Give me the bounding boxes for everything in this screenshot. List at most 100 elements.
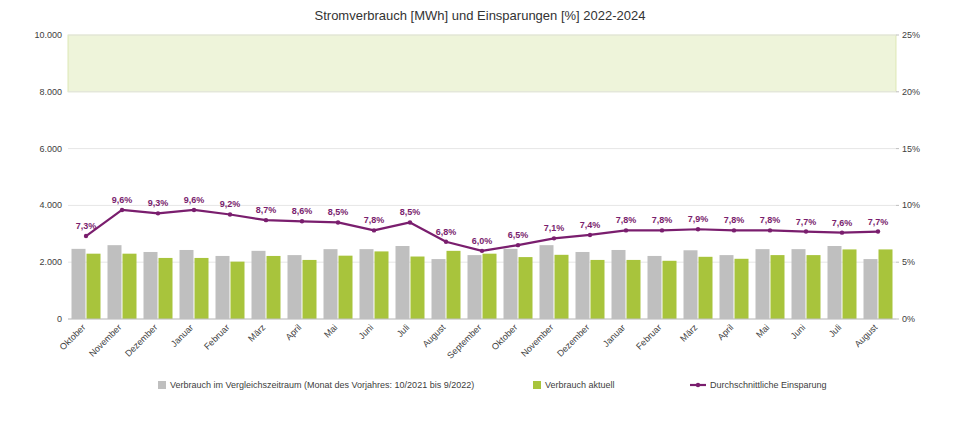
line-marker [444,240,448,244]
bar [411,257,425,319]
data-labels: 7,3%9,6%9,3%9,6%9,2%8,7%8,6%8,5%7,8%8,5%… [76,195,889,246]
x-tick-label: Dezember [555,322,591,358]
bar [591,260,605,319]
data-label: 7,3% [76,221,97,231]
bar [180,250,194,319]
y2-tick-label: 20% [902,87,920,97]
bar [87,254,101,319]
x-tick-label: August [421,322,448,349]
chart-container: Stromverbrauch [MWh] und Einsparungen [%… [0,0,960,426]
line-marker [84,234,88,238]
data-label: 9,2% [220,199,241,209]
x-tick-label: April [284,322,304,342]
data-label: 8,6% [292,206,313,216]
bar [684,250,698,319]
data-label: 8,7% [256,205,277,215]
bar [195,258,209,319]
x-tick-label: Dezember [123,322,159,358]
bar [879,249,893,319]
data-label: 7,1% [544,223,565,233]
x-tick-label: Januar [601,322,628,349]
bar [663,261,677,319]
bar [468,255,482,319]
data-label: 7,7% [796,217,817,227]
bar [648,256,662,319]
y2-tick-label: 10% [902,200,920,210]
bar [807,255,821,319]
bar [432,259,446,319]
data-label: 9,3% [148,198,169,208]
bar [828,246,842,319]
bar [735,259,749,319]
data-label: 9,6% [112,195,133,205]
grid-line [68,35,896,36]
y2-tick [896,319,899,320]
x-tick-label: Februar [202,322,231,351]
x-tick-label: Mai [322,322,339,339]
x-tick-label: März [678,322,700,344]
data-label: 6,0% [472,236,493,246]
x-tick-label: August [853,322,880,349]
x-tick-label: Mai [754,322,771,339]
data-label: 7,4% [580,220,601,230]
legend-marker [696,383,700,387]
target-band [68,35,896,92]
y2-tick-label: 0% [902,314,915,324]
grid-line [68,91,896,92]
bar [159,258,173,319]
bar [303,260,317,319]
bar [339,256,353,319]
legend-swatch [533,381,541,389]
y2-tick [896,35,899,36]
data-label: 8,5% [400,207,421,217]
bar [360,249,374,319]
data-label: 6,5% [508,230,529,240]
data-label: 7,8% [760,215,781,225]
line-marker [732,228,736,232]
chart-title: Stromverbrauch [MWh] und Einsparungen [%… [315,8,646,23]
line-marker [228,212,232,216]
x-tick-label: September [445,322,483,360]
y-tick-label: 6.000 [39,144,62,154]
bar [267,256,281,319]
y2-tick [896,262,899,263]
line-marker [588,233,592,237]
x-axis [68,319,896,320]
bar [504,249,518,319]
bar [555,255,569,319]
line-marker [840,230,844,234]
bar [756,249,770,319]
line-marker [804,229,808,233]
bar [612,250,626,319]
grid-line [68,148,896,149]
bar [771,255,785,319]
y2-tick-label: 15% [902,144,920,154]
x-tick-label: Juni [357,322,376,341]
x-tick-label: Juni [789,322,808,341]
y-tick-label: 0 [57,314,62,324]
bar [519,257,533,319]
line-marker [876,229,880,233]
x-tick-label: März [246,322,268,344]
y2-tick [896,148,899,149]
grid-line [68,319,896,320]
legend-swatch [158,381,166,389]
bar [720,255,734,319]
data-label: 9,6% [184,195,205,205]
x-tick-label: Februar [634,322,663,351]
bar [252,251,266,319]
bar [447,251,461,319]
bar [540,245,554,319]
line-marker [120,208,124,212]
line-marker [300,219,304,223]
bar [123,254,137,319]
data-label: 7,8% [652,215,673,225]
legend-label: Verbrauch aktuell [545,380,615,390]
data-label: 7,9% [688,214,709,224]
line-marker [768,228,772,232]
data-label: 6,8% [436,227,457,237]
y-tick-label: 8.000 [39,87,62,97]
line-marker [516,243,520,247]
bar [864,259,878,319]
bar [144,252,158,319]
